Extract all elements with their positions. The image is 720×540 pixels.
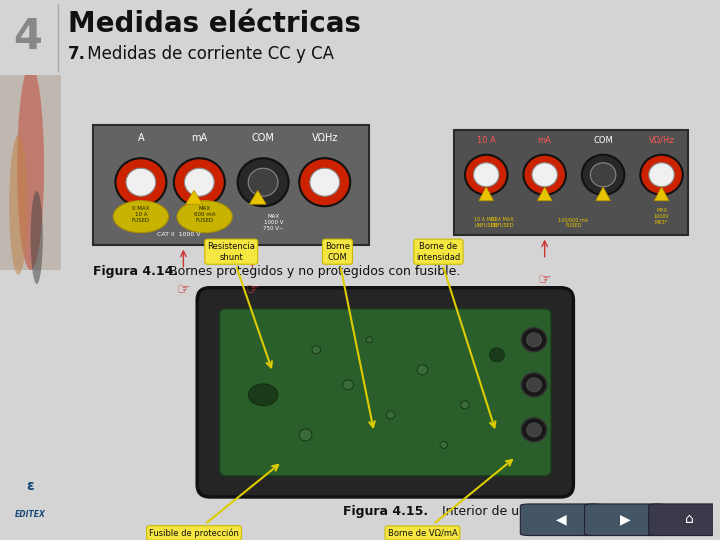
Text: CAT II  1000 V: CAT II 1000 V (157, 232, 200, 237)
Circle shape (310, 168, 340, 196)
FancyBboxPatch shape (454, 130, 688, 235)
Text: Fusible de protección: Fusible de protección (149, 528, 239, 538)
Circle shape (184, 168, 215, 196)
Text: MAX
600 mA
FUSED: MAX 600 mA FUSED (194, 206, 215, 223)
Text: VΩ/Hz: VΩ/Hz (649, 136, 675, 145)
Text: ▶: ▶ (620, 512, 631, 526)
Text: 100/600 mA
FUSED: 100/600 mA FUSED (558, 217, 588, 228)
Polygon shape (479, 187, 494, 201)
Circle shape (17, 65, 44, 270)
Ellipse shape (440, 441, 447, 448)
Text: COM: COM (593, 136, 613, 145)
Polygon shape (654, 187, 669, 201)
Circle shape (526, 423, 541, 437)
Text: VΩHz: VΩHz (312, 133, 338, 143)
FancyBboxPatch shape (0, 75, 61, 270)
Text: Figura 4.14.: Figura 4.14. (93, 265, 179, 278)
Circle shape (582, 155, 624, 195)
Polygon shape (186, 190, 202, 204)
Ellipse shape (113, 201, 168, 233)
Ellipse shape (387, 411, 395, 419)
Text: Interior de un polímetro.: Interior de un polímetro. (438, 505, 595, 518)
Ellipse shape (417, 365, 428, 375)
Text: COM: COM (252, 133, 274, 143)
Circle shape (238, 158, 289, 206)
Text: Figura 4.15.: Figura 4.15. (343, 505, 428, 518)
Circle shape (521, 328, 546, 352)
Text: EDITEX: EDITEX (15, 510, 46, 519)
Polygon shape (249, 190, 266, 204)
Ellipse shape (490, 348, 504, 362)
Text: 10 A MAX
UNFUSED: 10 A MAX UNFUSED (474, 217, 498, 228)
Circle shape (649, 163, 675, 187)
Text: ☞: ☞ (538, 273, 552, 288)
Ellipse shape (343, 380, 354, 390)
Circle shape (30, 191, 43, 284)
Ellipse shape (248, 384, 278, 406)
Circle shape (300, 158, 350, 206)
FancyBboxPatch shape (93, 125, 369, 245)
Circle shape (526, 333, 541, 347)
Text: Borne de
intensidad: Borne de intensidad (416, 242, 461, 262)
Circle shape (521, 418, 546, 442)
Text: Borne de VΩ/mA: Borne de VΩ/mA (387, 529, 457, 537)
Text: mA: mA (192, 133, 207, 143)
Text: Bornes protegidos y no protegidos con fusible.: Bornes protegidos y no protegidos con fu… (166, 265, 461, 278)
Text: 7.: 7. (68, 45, 86, 63)
Circle shape (465, 155, 508, 195)
Ellipse shape (300, 429, 312, 441)
Text: mA: mA (538, 136, 552, 145)
Circle shape (532, 163, 557, 187)
FancyBboxPatch shape (521, 504, 602, 536)
Text: ◀: ◀ (556, 512, 567, 526)
Ellipse shape (461, 401, 469, 409)
Ellipse shape (177, 201, 233, 233)
Ellipse shape (366, 337, 372, 343)
Text: Medidas de corriente CC y CA: Medidas de corriente CC y CA (82, 45, 334, 63)
Circle shape (474, 163, 499, 187)
Circle shape (523, 155, 566, 195)
Text: MAX
1000 V
750 V~: MAX 1000 V 750 V~ (264, 214, 284, 231)
FancyBboxPatch shape (585, 504, 666, 536)
Polygon shape (595, 187, 611, 201)
Circle shape (640, 155, 683, 195)
Circle shape (9, 135, 27, 275)
Text: A: A (138, 133, 144, 143)
Text: ⌂: ⌂ (685, 512, 694, 526)
FancyBboxPatch shape (649, 504, 720, 536)
Circle shape (174, 158, 225, 206)
Circle shape (526, 378, 541, 392)
Polygon shape (537, 187, 552, 201)
Circle shape (521, 373, 546, 397)
Text: 0 MAX
10 A
FUSED: 0 MAX 10 A FUSED (132, 206, 150, 223)
Circle shape (248, 168, 278, 196)
Text: Resistencia
shunt: Resistencia shunt (207, 242, 255, 262)
Ellipse shape (312, 346, 320, 354)
Circle shape (126, 168, 156, 196)
Text: 10 A MAX
UNFUSED: 10 A MAX UNFUSED (490, 217, 514, 228)
Text: ☞: ☞ (176, 283, 190, 298)
Text: 10 A: 10 A (477, 136, 495, 145)
FancyBboxPatch shape (197, 288, 573, 497)
Text: 4: 4 (14, 16, 42, 58)
Text: MAX
1000V
MX3*: MAX 1000V MX3* (654, 208, 670, 225)
Circle shape (115, 158, 166, 206)
FancyBboxPatch shape (220, 309, 551, 476)
Text: ☞: ☞ (246, 283, 259, 298)
Text: Borne
COM: Borne COM (325, 242, 350, 262)
Text: Medidas eléctricas: Medidas eléctricas (68, 10, 361, 38)
Circle shape (590, 163, 616, 187)
Text: ε: ε (27, 480, 35, 494)
